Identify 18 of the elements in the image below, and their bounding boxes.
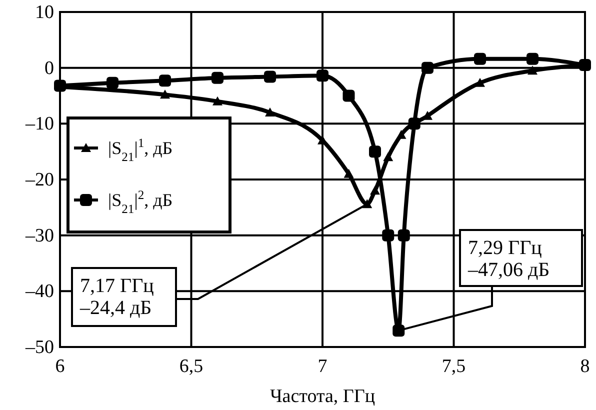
x-axis-title: Частота, ГГц xyxy=(270,386,376,407)
x-tick-label: 7 xyxy=(318,356,328,377)
annotation: 7,29 ГГц –47,06 дБ xyxy=(467,237,550,281)
x-tick-label: 7,5 xyxy=(442,356,466,377)
callout: 7,29 ГГц –47,06 дБ xyxy=(398,229,583,332)
annotation: 7,17 ГГц –24,4 дБ xyxy=(79,275,154,319)
legend-label: |S$_{21}$|$^{2}$, дБ xyxy=(108,188,173,216)
y-tick-label: –40 xyxy=(24,281,54,302)
legend-label: |S$_{21}$|$^{1}$, дБ xyxy=(108,136,173,164)
y-tick-label: –50 xyxy=(24,337,54,358)
y-tick-label: –20 xyxy=(24,170,54,190)
y-tick-label: –10 xyxy=(24,114,54,135)
y-tick-label: 0 xyxy=(44,58,54,79)
x-tick-label: 6 xyxy=(55,356,65,377)
x-tick-label: 6,5 xyxy=(179,356,204,377)
y-tick-label: –30 xyxy=(24,225,54,246)
y-tick-label: 10 xyxy=(35,2,54,23)
x-tick-label: 8 xyxy=(580,356,590,377)
